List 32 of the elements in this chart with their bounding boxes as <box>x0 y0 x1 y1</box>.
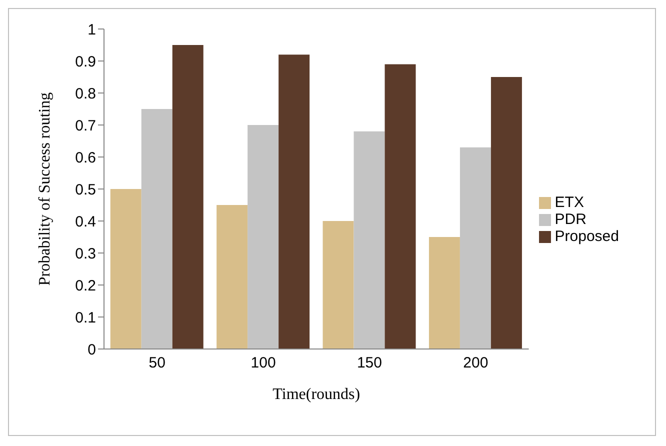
bar <box>172 45 204 349</box>
legend-label: ETX <box>554 194 584 210</box>
bar <box>384 64 416 349</box>
x-axis-title: Time(rounds) <box>272 386 360 403</box>
x-tick-label: 200 <box>463 354 488 372</box>
x-tick-label: 150 <box>356 354 382 372</box>
bar <box>354 131 385 349</box>
y-tick-label: 0.9 <box>75 53 96 70</box>
bar <box>322 221 354 349</box>
y-tick-label: 0.3 <box>75 245 96 262</box>
bar <box>460 147 491 349</box>
bar <box>490 77 522 349</box>
bar <box>216 205 248 349</box>
y-tick-label: 0.6 <box>75 149 96 166</box>
y-tick-label: 0 <box>88 341 96 358</box>
y-tick-label: 0.8 <box>75 85 96 102</box>
bar <box>248 125 279 349</box>
y-axis-title: Probability of Success routing <box>36 92 54 286</box>
y-tick-label: 0.7 <box>75 117 96 134</box>
y-tick-label: 1 <box>88 21 96 38</box>
y-tick-label: 0.1 <box>75 309 96 326</box>
legend-label: Proposed <box>554 228 619 244</box>
bar <box>110 189 142 349</box>
y-tick-label: 0.5 <box>75 181 96 198</box>
bar <box>428 237 460 349</box>
legend-label: PDR <box>554 210 586 228</box>
x-tick-label: 100 <box>250 354 276 372</box>
bar <box>141 109 172 349</box>
y-tick-label: 0.2 <box>75 277 96 294</box>
y-tick-label: 0.4 <box>75 213 96 230</box>
bar <box>278 54 310 349</box>
x-tick-label: 50 <box>148 354 166 372</box>
